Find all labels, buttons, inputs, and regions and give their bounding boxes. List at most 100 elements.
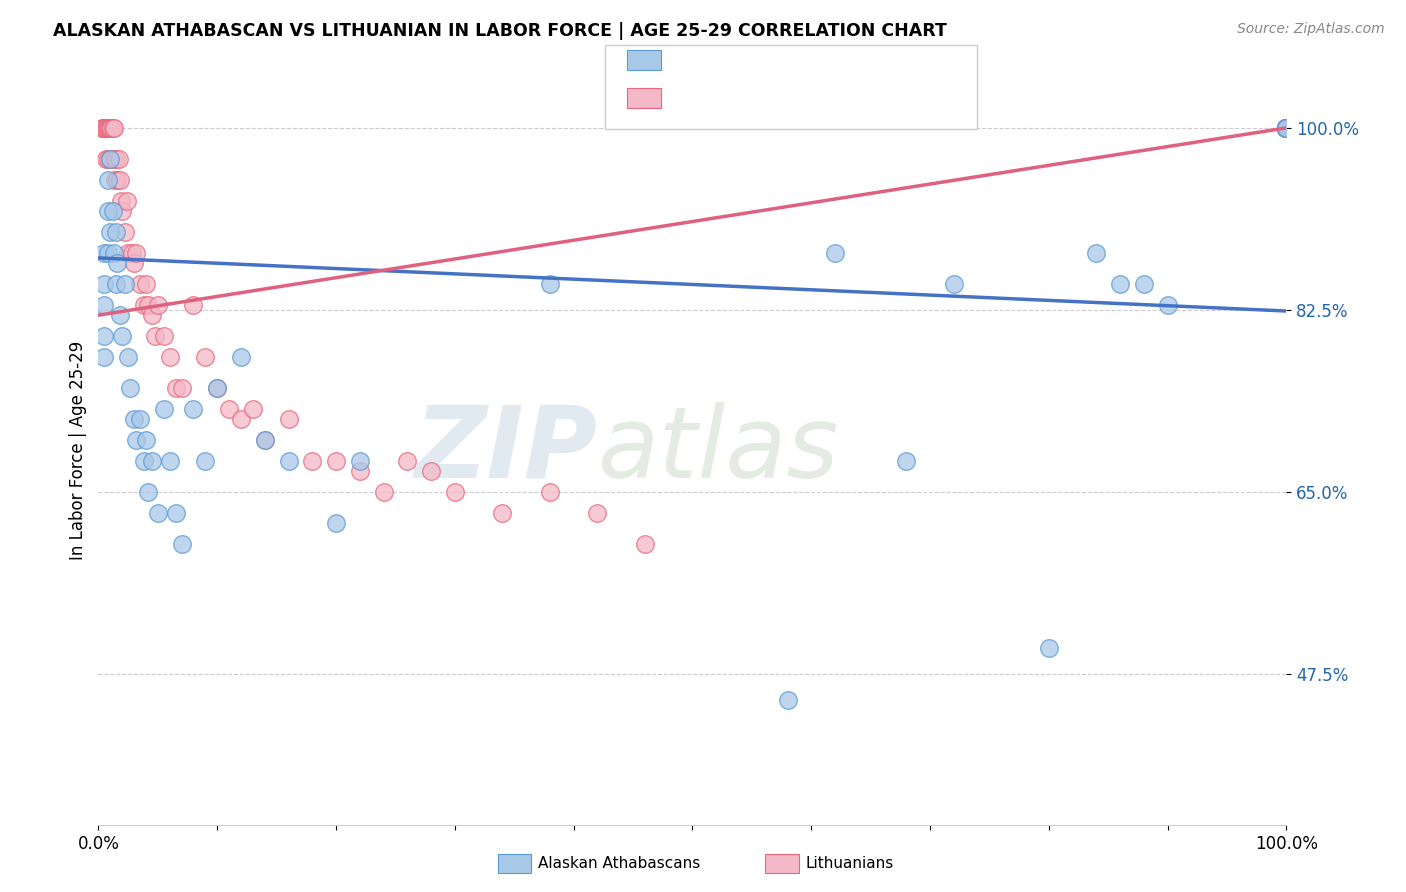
Point [110, 194, 132, 208]
Point [108, 308, 131, 322]
Point [105, 152, 128, 166]
Point [896, 454, 918, 468]
Point [229, 350, 252, 364]
Point [135, 277, 157, 291]
Point [141, 454, 163, 468]
Point [94, 120, 117, 135]
Point [207, 381, 229, 395]
Point [1085, 245, 1108, 260]
Point [115, 194, 138, 208]
Point [634, 537, 657, 551]
Point [1156, 298, 1178, 312]
Point [207, 381, 229, 395]
Point [942, 277, 965, 291]
Text: R = -0.109: R = -0.109 [668, 51, 765, 69]
Point [93, 245, 115, 260]
Point [101, 204, 124, 219]
Point [1275, 120, 1298, 135]
Point [132, 454, 155, 468]
Point [91, 120, 114, 135]
Point [194, 350, 217, 364]
Point [117, 350, 139, 364]
Point [114, 225, 136, 239]
Point [98, 152, 121, 166]
Point [420, 464, 443, 478]
Point [152, 329, 174, 343]
Point [1275, 120, 1298, 135]
Point [824, 245, 846, 260]
Point [1275, 120, 1298, 135]
Point [152, 401, 174, 416]
Point [94, 152, 117, 166]
Point [776, 693, 799, 707]
Point [129, 277, 152, 291]
Point [301, 454, 323, 468]
Point [103, 120, 125, 135]
Point [586, 506, 609, 520]
Point [277, 454, 299, 468]
Point [1275, 120, 1298, 135]
Point [125, 245, 148, 260]
Point [325, 516, 347, 531]
Point [122, 412, 145, 426]
Point [120, 381, 142, 395]
Point [146, 506, 169, 520]
Point [1275, 120, 1298, 135]
Point [1275, 120, 1298, 135]
Point [1275, 120, 1298, 135]
Point [1275, 120, 1298, 135]
Point [1275, 120, 1298, 135]
Point [165, 506, 187, 520]
Point [100, 120, 122, 135]
Point [159, 350, 181, 364]
Text: N = 76: N = 76 [832, 89, 894, 107]
Point [183, 298, 205, 312]
Point [1275, 120, 1298, 135]
Point [111, 204, 134, 219]
Text: ZIP: ZIP [415, 402, 598, 499]
Point [1275, 120, 1298, 135]
Point [97, 120, 120, 135]
Point [1275, 120, 1298, 135]
Point [183, 401, 205, 416]
Point [1275, 120, 1298, 135]
Point [373, 485, 395, 500]
Point [159, 454, 181, 468]
Text: atlas: atlas [598, 402, 839, 499]
Point [93, 329, 115, 343]
Point [1275, 120, 1298, 135]
Point [129, 412, 152, 426]
Point [104, 173, 127, 187]
Point [107, 152, 129, 166]
Point [97, 245, 120, 260]
Point [349, 454, 371, 468]
Point [122, 256, 145, 270]
Point [1275, 120, 1298, 135]
Text: Alaskan Athabascans: Alaskan Athabascans [538, 856, 700, 871]
Point [396, 454, 419, 468]
Point [170, 381, 193, 395]
Point [1275, 120, 1298, 135]
Point [218, 401, 240, 416]
Point [325, 454, 347, 468]
Point [98, 120, 121, 135]
Point [538, 277, 561, 291]
Point [1275, 120, 1298, 135]
Point [1275, 120, 1298, 135]
Text: R =  0.428: R = 0.428 [668, 89, 765, 107]
Point [1109, 277, 1132, 291]
Point [349, 464, 371, 478]
Point [114, 277, 136, 291]
Point [141, 308, 163, 322]
Point [253, 433, 276, 447]
Point [105, 225, 128, 239]
Point [1275, 120, 1298, 135]
Point [97, 152, 120, 166]
Point [1275, 120, 1298, 135]
Point [98, 152, 121, 166]
Point [136, 485, 159, 500]
Point [1133, 277, 1156, 291]
Point [91, 120, 114, 135]
Point [93, 120, 115, 135]
Point [103, 152, 125, 166]
